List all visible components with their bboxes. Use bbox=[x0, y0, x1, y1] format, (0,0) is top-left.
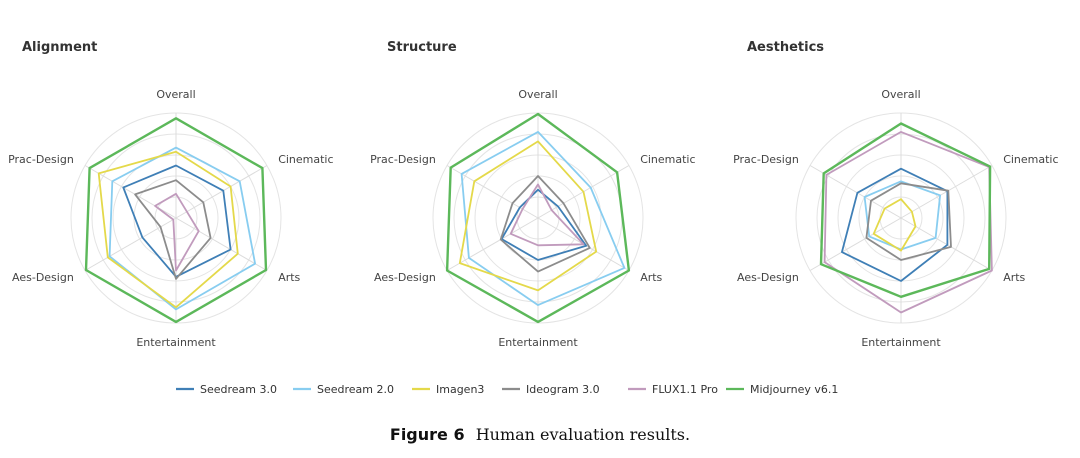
legend-label: Seedream 3.0 bbox=[200, 383, 277, 396]
series-seedream-2-0 bbox=[108, 146, 257, 311]
series-ideogram-3-0 bbox=[134, 179, 212, 280]
axis-label-overall: Overall bbox=[881, 88, 920, 101]
chart-title: Alignment bbox=[22, 40, 97, 55]
radar-panels: Alignment Overall Cinematic Arts Entertainme… bbox=[8, 40, 1058, 349]
series-imagen3 bbox=[872, 198, 917, 252]
legend-label: Seedream 2.0 bbox=[317, 383, 394, 396]
axis-label-prac-design: Prac-Design bbox=[733, 153, 799, 166]
axis-label-cinematic: Cinematic bbox=[640, 153, 695, 166]
series-imagen3 bbox=[458, 140, 598, 292]
series-midjourney-v6-1 bbox=[819, 122, 992, 298]
axis-label-cinematic: Cinematic bbox=[278, 153, 333, 166]
axis-spoke bbox=[175, 165, 268, 219]
axis-label-cinematic: Cinematic bbox=[1003, 153, 1058, 166]
axis-label-entertainment: Entertainment bbox=[136, 336, 216, 349]
series-midjourney-v6-1 bbox=[84, 117, 268, 324]
axis-spoke bbox=[809, 165, 902, 219]
axis-spoke bbox=[900, 165, 993, 219]
legend-entry-ideogram-3-0: Ideogram 3.0 bbox=[502, 383, 600, 396]
axis-label-arts: Arts bbox=[1003, 271, 1025, 284]
series-ideogram-3-0 bbox=[499, 175, 591, 273]
axis-label-entertainment: Entertainment bbox=[498, 336, 578, 349]
axis-label-overall: Overall bbox=[518, 88, 557, 101]
axis-spoke bbox=[84, 217, 177, 271]
axis-label-aes-design: Aes-Design bbox=[12, 271, 74, 284]
series-seedream-2-0 bbox=[460, 130, 626, 307]
chart-title: Structure bbox=[387, 40, 457, 55]
axis-label-entertainment: Entertainment bbox=[861, 336, 941, 349]
legend: Seedream 3.0 Seedream 2.0 Imagen3 Ideogram … bbox=[176, 383, 838, 396]
legend-label: Ideogram 3.0 bbox=[526, 383, 600, 396]
legend-entry-seedream-3-0: Seedream 3.0 bbox=[176, 383, 277, 396]
figure-caption: Figure 6 Human evaluation results. bbox=[0, 425, 1080, 444]
series-flux1-1-pro bbox=[154, 192, 200, 272]
radar-chart-alignment: Alignment Overall Cinematic Arts Entertainme… bbox=[8, 40, 333, 349]
axis-label-arts: Arts bbox=[640, 271, 662, 284]
axis-label-aes-design: Aes-Design bbox=[374, 271, 436, 284]
axis-label-overall: Overall bbox=[156, 88, 195, 101]
chart-title: Aesthetics bbox=[747, 40, 824, 55]
axis-label-prac-design: Prac-Design bbox=[8, 153, 74, 166]
series-ideogram-3-0 bbox=[865, 182, 952, 261]
legend-entry-midjourney-v6-1: Midjourney v6.1 bbox=[726, 383, 838, 396]
caption-text: Human evaluation results. bbox=[475, 425, 691, 444]
radar-chart-aesthetics: Aesthetics Overall Cinematic Arts Entertainm… bbox=[733, 40, 1058, 349]
axis-label-arts: Arts bbox=[278, 271, 300, 284]
legend-label: FLUX1.1 Pro bbox=[652, 383, 718, 396]
series-midjourney-v6-1 bbox=[445, 112, 631, 324]
legend-entry-flux1-1-pro: FLUX1.1 Pro bbox=[628, 383, 718, 396]
series-flux1-1-pro bbox=[509, 183, 585, 247]
legend-entry-seedream-2-0: Seedream 2.0 bbox=[293, 383, 394, 396]
legend-label: Imagen3 bbox=[436, 383, 484, 396]
legend-entry-imagen3: Imagen3 bbox=[412, 383, 484, 396]
axis-spoke bbox=[175, 217, 268, 271]
series-imagen3 bbox=[97, 150, 239, 309]
series-seedream-3-0 bbox=[500, 188, 588, 261]
radar-figure: Alignment Overall Cinematic Arts Entertainme… bbox=[8, 40, 1058, 396]
radar-chart-structure: Structure Overall Cinematic Arts Entertainme… bbox=[370, 40, 695, 349]
caption-label: Figure 6 bbox=[389, 425, 465, 444]
axis-label-aes-design: Aes-Design bbox=[737, 271, 799, 284]
axis-label-prac-design: Prac-Design bbox=[370, 153, 436, 166]
axis-spoke bbox=[446, 217, 539, 271]
legend-label: Midjourney v6.1 bbox=[750, 383, 838, 396]
